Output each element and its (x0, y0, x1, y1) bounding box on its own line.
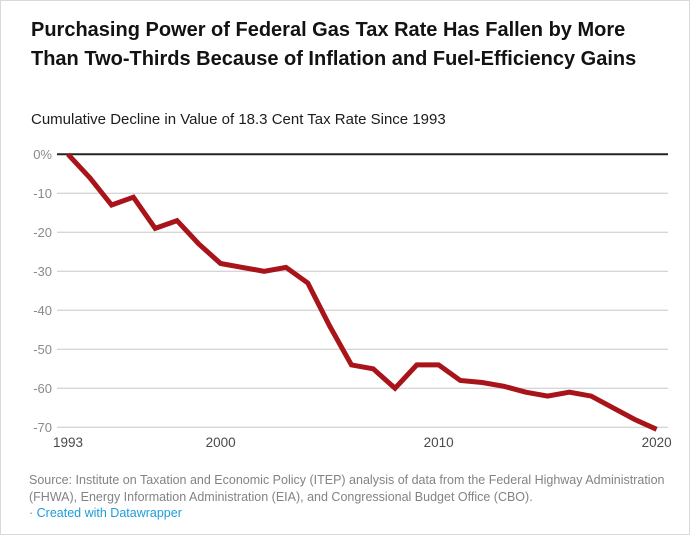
y-tick-label: -50 (33, 342, 52, 357)
x-tick-label: 1993 (53, 435, 83, 450)
y-tick-label: -40 (33, 303, 52, 318)
y-tick-label: -20 (33, 225, 52, 240)
plot-area: 0% -10 -20 -30 -40 -50 -60 -70 1993 2000 2010 2020 (1, 141, 689, 451)
source-text: Source: Institute on Taxation and Econom… (29, 473, 665, 504)
y-tick-label: -70 (33, 420, 52, 435)
y-tick-label: 0% (33, 147, 52, 162)
trend-line (66, 152, 658, 432)
x-tick-label: 2010 (424, 435, 454, 450)
y-tick-label: -60 (33, 381, 52, 396)
attribution-line: · Created with Datawrapper (29, 505, 671, 522)
x-tick-label: 2020 (642, 435, 672, 450)
footer: Source: Institute on Taxation and Econom… (29, 472, 671, 522)
y-tick-label: -30 (33, 264, 52, 279)
y-tick-label: -10 (33, 186, 52, 201)
x-tick-label: 2000 (206, 435, 236, 450)
datawrapper-attribution-link[interactable]: Created with Datawrapper (36, 506, 182, 520)
chart-title: Purchasing Power of Federal Gas Tax Rate… (31, 19, 637, 70)
chart-subtitle: Cumulative Decline in Value of 18.3 Cent… (31, 111, 446, 128)
attribution-bullet: · (29, 506, 34, 520)
